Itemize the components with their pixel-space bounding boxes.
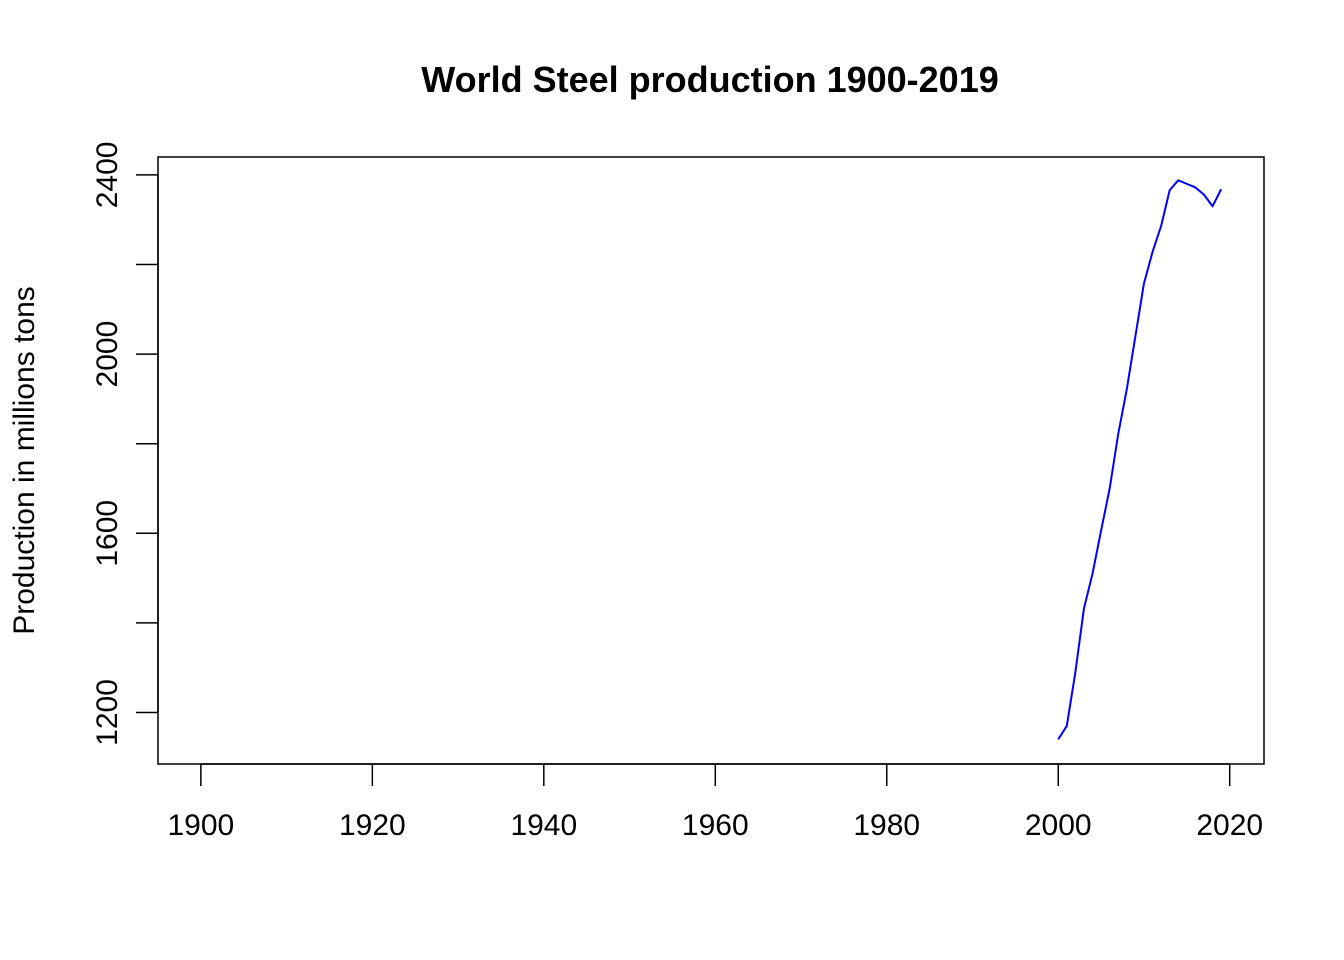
- y-axis-label: Production in millions tons: [8, 286, 41, 635]
- y-tick-label: 1200: [91, 679, 124, 746]
- y-tick-label: 2000: [91, 321, 124, 388]
- plot-frame: [157, 156, 1265, 765]
- y-tick-label: 2400: [91, 142, 124, 209]
- x-tick-label: 1960: [682, 809, 749, 842]
- x-axis: 1900 1920 1940 1960 1980 2000 2020: [167, 763, 1263, 842]
- x-tick-label: 2020: [1196, 809, 1263, 842]
- y-axis: 1200 1600 2000 2400: [91, 142, 159, 746]
- series-line: [1057, 179, 1223, 740]
- x-tick-label: 1900: [167, 809, 234, 842]
- x-tick-label: 1940: [510, 809, 577, 842]
- x-tick-label: 2000: [1025, 809, 1092, 842]
- series-layer: [1057, 179, 1223, 740]
- x-tick-label: 1920: [339, 809, 406, 842]
- chart-title: World Steel production 1900-2019: [421, 59, 999, 100]
- y-tick-label: 1600: [91, 500, 124, 567]
- x-tick-label: 1980: [853, 809, 920, 842]
